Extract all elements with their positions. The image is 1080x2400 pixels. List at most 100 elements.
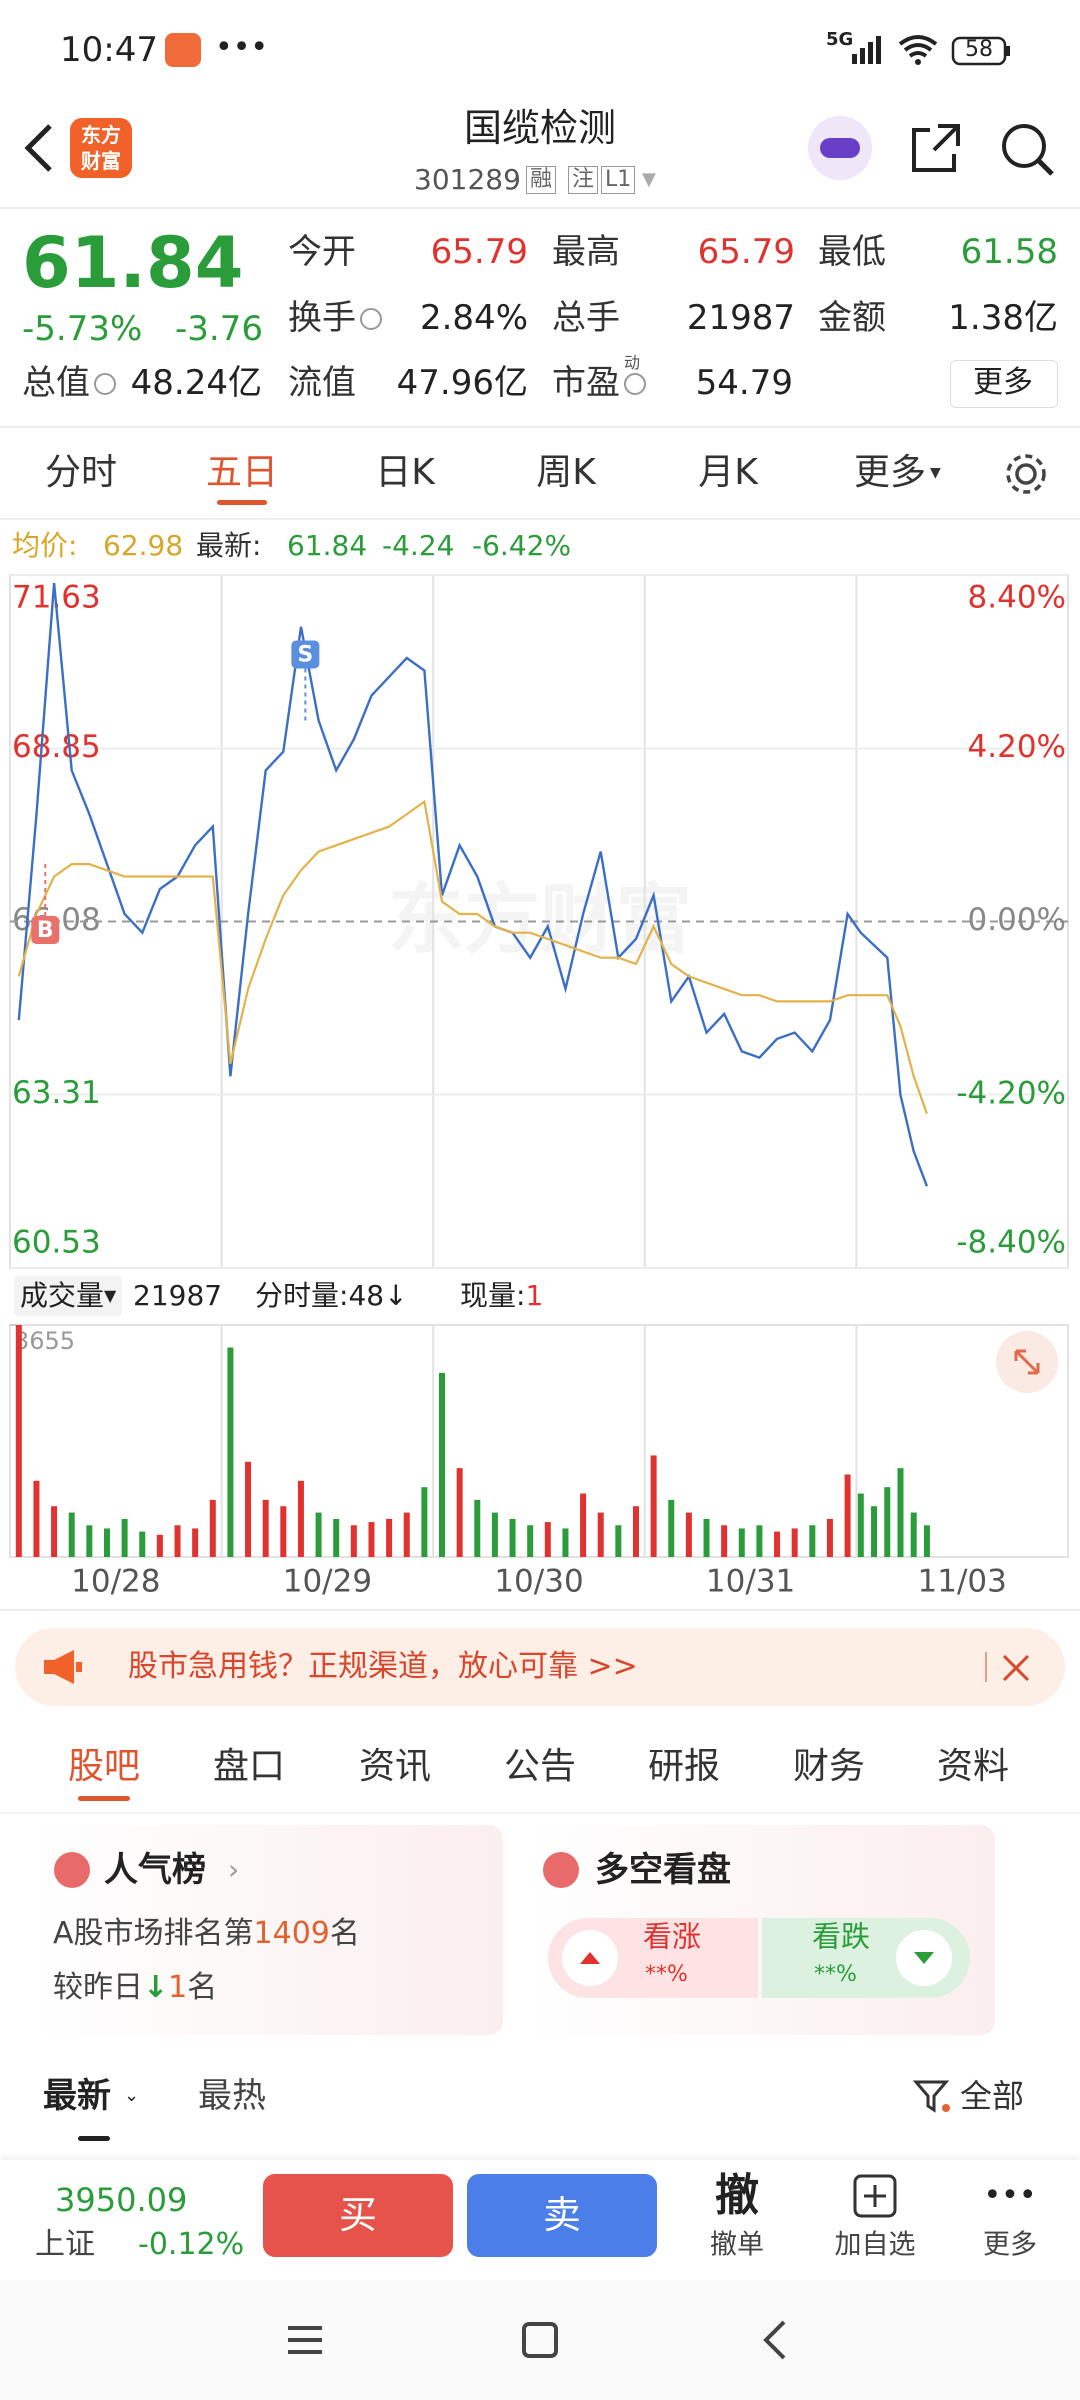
- period-tab[interactable]: 日K: [375, 452, 435, 493]
- volume-bar: [139, 1531, 146, 1557]
- tag: 注: [568, 166, 599, 194]
- volume-bar: [491, 1512, 498, 1557]
- field-value: 1.38亿: [948, 298, 1058, 338]
- current-volume: 现量:1: [460, 1282, 543, 1310]
- volume-bar: [509, 1518, 516, 1557]
- buy-label[interactable]: 买: [338, 2193, 378, 2237]
- dropdown[interactable]: ⌄: [124, 2085, 140, 2106]
- period-tab[interactable]: 分时: [44, 452, 118, 493]
- y-tick-label: 63.31: [12, 1075, 101, 1111]
- y-tick-label: 3655: [14, 1327, 75, 1355]
- field-label: 市盈: [552, 363, 620, 403]
- rank-change-suffix: 名: [187, 1970, 218, 2005]
- filter-icon[interactable]: [912, 2076, 952, 2116]
- volume-bar: [562, 1528, 569, 1557]
- volume-bar: [103, 1528, 110, 1557]
- volume-title[interactable]: 成交量: [20, 1279, 105, 1312]
- settings-button[interactable]: [1002, 450, 1050, 498]
- expand-button[interactable]: [996, 1331, 1058, 1393]
- volume-selector[interactable]: [14, 1276, 122, 1316]
- watchlist-icon[interactable]: [852, 2173, 898, 2219]
- volume-bar: [884, 1487, 891, 1557]
- more-actions-label[interactable]: 更多: [983, 2229, 1037, 2261]
- period-tab-active[interactable]: 五日: [205, 452, 279, 493]
- content-tab[interactable]: 公告: [503, 1746, 577, 1787]
- feed-tab-active[interactable]: 最新: [43, 2076, 111, 2116]
- rank-change: 较昨日↓1名: [53, 1973, 217, 2003]
- cancel-label[interactable]: 撤单: [710, 2229, 764, 2261]
- logo-text: 东方: [81, 123, 121, 147]
- change-pct: -5.73%: [22, 309, 143, 349]
- sell-label[interactable]: 卖: [542, 2193, 582, 2237]
- bull-button[interactable]: [562, 1930, 618, 1986]
- content-tab[interactable]: 财务: [792, 1746, 866, 1787]
- dropdown[interactable]: ▼: [930, 465, 941, 481]
- field-value: 54.79: [695, 363, 793, 403]
- content-tab-active[interactable]: 股吧: [67, 1746, 141, 1787]
- period-tab[interactable]: 更多: [853, 452, 927, 493]
- volume-bar: [262, 1499, 269, 1557]
- search-button[interactable]: [998, 120, 1058, 180]
- volume-bar: [209, 1499, 216, 1557]
- volume-bar: [33, 1480, 40, 1557]
- more-button[interactable]: [950, 360, 1058, 408]
- content-tab[interactable]: 研报: [647, 1746, 721, 1787]
- period-tab[interactable]: 月K: [698, 452, 758, 493]
- feed-tab[interactable]: 最热: [198, 2076, 266, 2116]
- field-value: 21987: [686, 298, 795, 338]
- rank-suffix: 名: [329, 1916, 360, 1951]
- separator: [985, 1652, 987, 1682]
- volume-bar: [156, 1534, 163, 1557]
- ad-text[interactable]: 股市急用钱？正规渠道，放心可靠 >>: [128, 1649, 638, 1684]
- index-name: 上证: [35, 2227, 95, 2262]
- volume-bar: [403, 1512, 410, 1557]
- plot-border: [9, 1324, 1069, 1558]
- current-volume-label: 现量:: [460, 1279, 526, 1312]
- sell-button[interactable]: [467, 2174, 657, 2257]
- content-tab[interactable]: 资讯: [358, 1746, 432, 1787]
- dropdown[interactable]: ▼: [642, 169, 656, 190]
- more-icon[interactable]: •••: [983, 2178, 1037, 2213]
- volume-bar: [923, 1525, 930, 1557]
- rank-change-prefix: 较昨日: [53, 1970, 143, 2005]
- filter-label[interactable]: 全部: [960, 2077, 1025, 2115]
- divider: [0, 1812, 1080, 1814]
- field-label: 最高: [552, 232, 620, 272]
- info-icon: [360, 308, 382, 330]
- volume-bar: [650, 1455, 657, 1557]
- volume-bar: [580, 1493, 587, 1557]
- content-tab[interactable]: 资料: [936, 1746, 1010, 1787]
- ad-banner[interactable]: [15, 1628, 1065, 1706]
- popularity-card[interactable]: [33, 1825, 503, 2035]
- volume-bar: [297, 1480, 304, 1557]
- status-icons: [852, 35, 1010, 66]
- field-value: 65.79: [697, 232, 795, 272]
- volume-bar: [897, 1468, 904, 1557]
- bull-pct: **%: [645, 1962, 688, 1987]
- volume-total: 21987: [133, 1279, 223, 1312]
- content-tab[interactable]: 盘口: [212, 1746, 286, 1787]
- cancel-icon[interactable]: 撤: [715, 2170, 759, 2221]
- buy-button[interactable]: [263, 2174, 453, 2257]
- field-label: 换手: [288, 298, 356, 338]
- volume-bar: [809, 1525, 816, 1557]
- period-volume-arrow: ↓: [384, 1279, 408, 1312]
- battery: 58: [965, 37, 993, 62]
- field-label: 金额: [818, 298, 886, 338]
- price-line: [17, 582, 929, 1187]
- bear-button[interactable]: [896, 1930, 952, 1986]
- share-button[interactable]: [908, 120, 964, 176]
- volume-bar: [668, 1499, 675, 1557]
- period-volume: 分时量:48↓: [255, 1282, 408, 1310]
- back-button[interactable]: [18, 122, 58, 174]
- assistant-avatar[interactable]: [808, 116, 872, 180]
- more-label[interactable]: 更多: [973, 365, 1033, 400]
- avg-value: 62.98: [103, 529, 184, 562]
- period-tab[interactable]: 周K: [536, 452, 596, 493]
- y-tick-label: 68.85: [12, 729, 101, 765]
- dropdown[interactable]: ▼: [104, 1286, 117, 1305]
- field-label: 流值: [288, 363, 356, 403]
- ad-close[interactable]: [1000, 1652, 1032, 1684]
- watchlist-label[interactable]: 加自选: [834, 2229, 916, 2261]
